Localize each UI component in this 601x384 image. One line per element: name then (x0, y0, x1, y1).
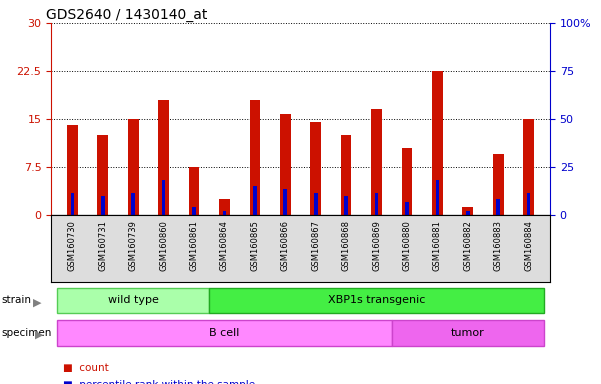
Bar (249, 100, 260, 215)
FancyBboxPatch shape (57, 320, 392, 346)
Bar (284, 189, 287, 215)
Bar (192, 207, 196, 215)
Bar (374, 193, 379, 215)
Bar (493, 154, 504, 215)
Bar (466, 211, 469, 215)
Text: GDS2640 / 1430140_at: GDS2640 / 1430140_at (46, 8, 207, 22)
Bar (158, 100, 169, 215)
Text: tumor: tumor (451, 328, 484, 338)
Text: GSM160864: GSM160864 (220, 220, 229, 271)
FancyBboxPatch shape (209, 288, 544, 313)
Bar (401, 148, 412, 215)
Bar (132, 193, 135, 215)
Bar (526, 193, 531, 215)
Text: ■  percentile rank within the sample: ■ percentile rank within the sample (63, 380, 255, 384)
Bar (432, 71, 443, 215)
Text: strain: strain (2, 295, 32, 306)
Bar (222, 210, 227, 215)
Bar (310, 122, 321, 215)
Bar (344, 196, 348, 215)
Bar (462, 207, 473, 215)
Bar (253, 186, 257, 215)
FancyBboxPatch shape (392, 320, 544, 346)
Text: GSM160884: GSM160884 (524, 220, 533, 271)
Text: specimen: specimen (2, 328, 52, 338)
Text: GSM160866: GSM160866 (281, 220, 290, 271)
Bar (314, 193, 317, 215)
Bar (405, 202, 409, 215)
Bar (371, 109, 382, 215)
Text: ▶: ▶ (33, 297, 41, 308)
Text: ■  count: ■ count (63, 363, 109, 373)
Bar (341, 135, 352, 215)
Text: GSM160731: GSM160731 (99, 220, 108, 271)
Bar (97, 135, 108, 215)
Bar (162, 180, 165, 215)
Text: GSM160880: GSM160880 (403, 220, 412, 271)
FancyBboxPatch shape (57, 288, 209, 313)
Bar (70, 193, 75, 215)
Text: GSM160730: GSM160730 (68, 220, 77, 271)
Bar (128, 119, 139, 215)
Text: ▶: ▶ (35, 330, 43, 340)
Text: GSM160881: GSM160881 (433, 220, 442, 271)
Text: GSM160882: GSM160882 (463, 220, 472, 271)
Text: GSM160739: GSM160739 (129, 220, 138, 271)
Bar (280, 114, 291, 215)
Text: GSM160861: GSM160861 (189, 220, 198, 271)
Text: GSM160869: GSM160869 (372, 220, 381, 271)
Text: GSM160883: GSM160883 (493, 220, 502, 271)
Bar (496, 199, 500, 215)
Text: XBP1s transgenic: XBP1s transgenic (328, 295, 426, 306)
Bar (189, 167, 200, 215)
Bar (219, 199, 230, 215)
Bar (101, 196, 105, 215)
Bar (67, 126, 78, 215)
Text: GSM160868: GSM160868 (341, 220, 350, 271)
Text: GSM160860: GSM160860 (159, 220, 168, 271)
Bar (436, 180, 439, 215)
Text: GSM160867: GSM160867 (311, 220, 320, 271)
Text: wild type: wild type (108, 295, 159, 306)
Bar (523, 119, 534, 215)
Text: GSM160865: GSM160865 (251, 220, 260, 271)
Text: B cell: B cell (209, 328, 240, 338)
